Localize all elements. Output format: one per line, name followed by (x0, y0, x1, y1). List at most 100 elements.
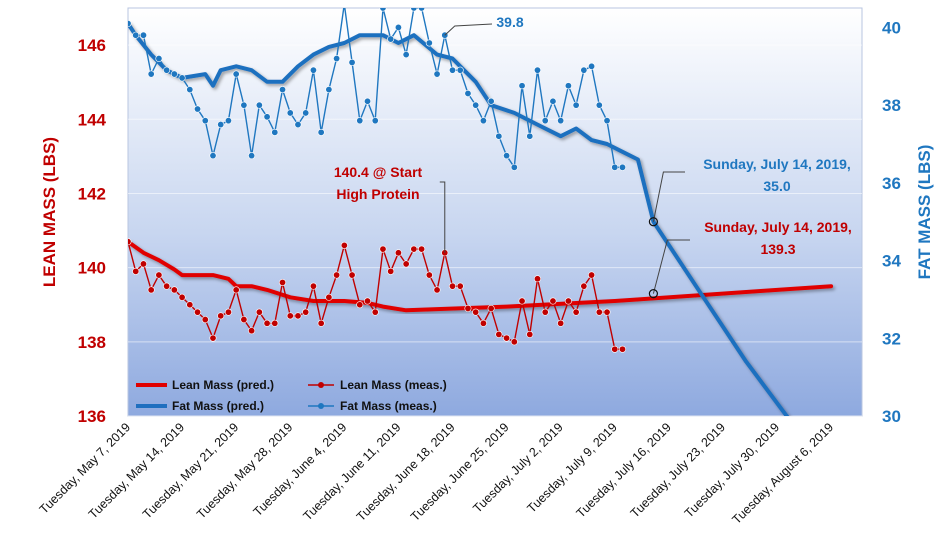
lean-mass-meas-point (333, 271, 341, 279)
fat-mass-meas-point (433, 70, 441, 78)
fat-mass-meas-point (194, 105, 202, 113)
lean-mass-meas-point (194, 308, 202, 316)
x-tick-label: Tuesday, May 7, 2019 (37, 420, 133, 516)
fat-mass-meas-point (495, 132, 503, 140)
lean-mass-meas-point (387, 267, 395, 275)
x-tick-label: Tuesday, May 21, 2019 (140, 420, 241, 521)
x-tick-label: Tuesday, May 14, 2019 (86, 420, 187, 521)
fat-mass-meas-point (410, 8, 418, 12)
lean-mass-meas-point (611, 345, 619, 353)
fat-mass-meas-point (317, 128, 325, 136)
fat-mass-meas-point (572, 101, 580, 109)
lean-mass-meas-point (533, 275, 541, 283)
lean-mass-meas-point (456, 282, 464, 290)
lean-mass-meas-point (433, 286, 441, 294)
right-y-tick-label: 34 (882, 252, 901, 271)
lean-mass-meas-point (286, 312, 294, 320)
lean-mass-meas-point (364, 297, 372, 305)
fat-mass-meas-point (232, 70, 240, 78)
fat-mass-meas-point (541, 117, 549, 125)
fat-mass-meas-point (479, 117, 487, 125)
legend-marker-fat-meas (318, 403, 324, 409)
annotation-leader (444, 23, 493, 36)
lean-mass-meas-point (541, 308, 549, 316)
lean-mass-meas-point (549, 297, 557, 305)
right-axis-title: FAT MASS (LBS) (915, 145, 934, 280)
lean-mass-meas-point (410, 245, 418, 253)
fat-mass-meas-point (580, 66, 588, 74)
left-y-tick-label: 138 (78, 333, 106, 352)
lean-mass-meas-point (479, 319, 487, 327)
fat-mass-meas-point (333, 55, 341, 63)
lean-mass-meas-point (309, 282, 317, 290)
fat-mass-meas-point (294, 121, 302, 129)
lean-mass-meas-point (588, 271, 596, 279)
fat-mass-meas-point (128, 20, 132, 28)
fat-mass-meas-point (549, 97, 557, 105)
lean-mass-meas-point (217, 312, 225, 320)
fat-mass-meas-point (209, 152, 217, 160)
lean-mass-meas-point (178, 293, 186, 301)
fat-mass-meas-point (618, 163, 626, 171)
fat-mass-pred-line (128, 21, 790, 416)
lean-mass-meas-point (302, 308, 310, 316)
legend: Lean Mass (pred.) Lean Mass (meas.) Fat … (136, 378, 447, 413)
lean-mass-meas-point (449, 282, 457, 290)
fat-mass-meas-point (449, 66, 457, 74)
fat-mass-meas-point (402, 51, 410, 59)
fat-mass-meas-point (588, 62, 596, 70)
fat-mass-meas-point (240, 101, 248, 109)
legend-label-fat-meas: Fat Mass (meas.) (340, 399, 437, 413)
lean-mass-meas-point (340, 241, 348, 249)
lean-mass-meas-point (518, 297, 526, 305)
annotation-label: High Protein (336, 186, 419, 202)
lean-mass-meas-point (163, 282, 171, 290)
series-lean-mass-pred (128, 239, 834, 313)
lean-mass-meas-point (371, 308, 379, 316)
right-y-axis: 30 32 34 36 38 40 (882, 18, 901, 426)
lean-mass-meas-point (487, 304, 495, 312)
lean-mass-meas-point (240, 316, 248, 324)
lean-mass-meas-point (526, 330, 534, 338)
fat-mass-meas-point (271, 128, 279, 136)
lean-mass-meas-point (317, 319, 325, 327)
annotation-label: 39.8 (496, 14, 523, 30)
legend-label-lean-pred: Lean Mass (pred.) (172, 378, 274, 392)
fat-mass-meas-point (425, 39, 433, 47)
x-tick-label: Tuesday, June 18, 2019 (354, 420, 458, 524)
fat-mass-meas-point (286, 109, 294, 117)
left-y-axis: 136 138 140 142 144 146 (78, 36, 107, 426)
left-y-tick-label: 142 (78, 184, 106, 203)
lean-mass-meas-point (139, 260, 147, 268)
lean-mass-meas-point (564, 297, 572, 305)
fat-mass-meas-point (170, 70, 178, 78)
fat-mass-meas-point (611, 163, 619, 171)
x-tick-label: Tuesday, May 28, 2019 (194, 420, 295, 521)
annotation-marker (648, 289, 658, 299)
fat-mass-meas-point (248, 152, 256, 160)
fat-mass-meas-point (603, 117, 611, 125)
fat-mass-meas-point (364, 97, 372, 105)
fat-mass-meas-point (302, 109, 310, 117)
lean-mass-meas-point (580, 282, 588, 290)
annotation-leader (652, 239, 690, 294)
lean-mass-meas-point (425, 271, 433, 279)
fat-mass-meas-point (279, 86, 287, 94)
lean-mass-meas-point (147, 286, 155, 294)
fat-mass-meas-point (186, 86, 194, 94)
left-y-tick-label: 140 (78, 259, 106, 278)
lean-mass-meas-point (209, 334, 217, 342)
lean-mass-meas-point (348, 271, 356, 279)
lean-mass-meas-point (394, 249, 402, 257)
fat-mass-meas-point (217, 121, 225, 129)
lean-mass-meas-point (128, 238, 132, 246)
fat-mass-meas-point (132, 31, 140, 39)
lean-mass-meas-point (603, 308, 611, 316)
lean-mass-meas-point (224, 308, 232, 316)
fat-mass-meas-point (456, 66, 464, 74)
lean-mass-meas-point (402, 260, 410, 268)
x-tick-label: Tuesday, July 16, 2019 (574, 420, 674, 520)
series-fat-mass-meas (128, 8, 626, 171)
series-lean-mass-meas (128, 238, 626, 353)
